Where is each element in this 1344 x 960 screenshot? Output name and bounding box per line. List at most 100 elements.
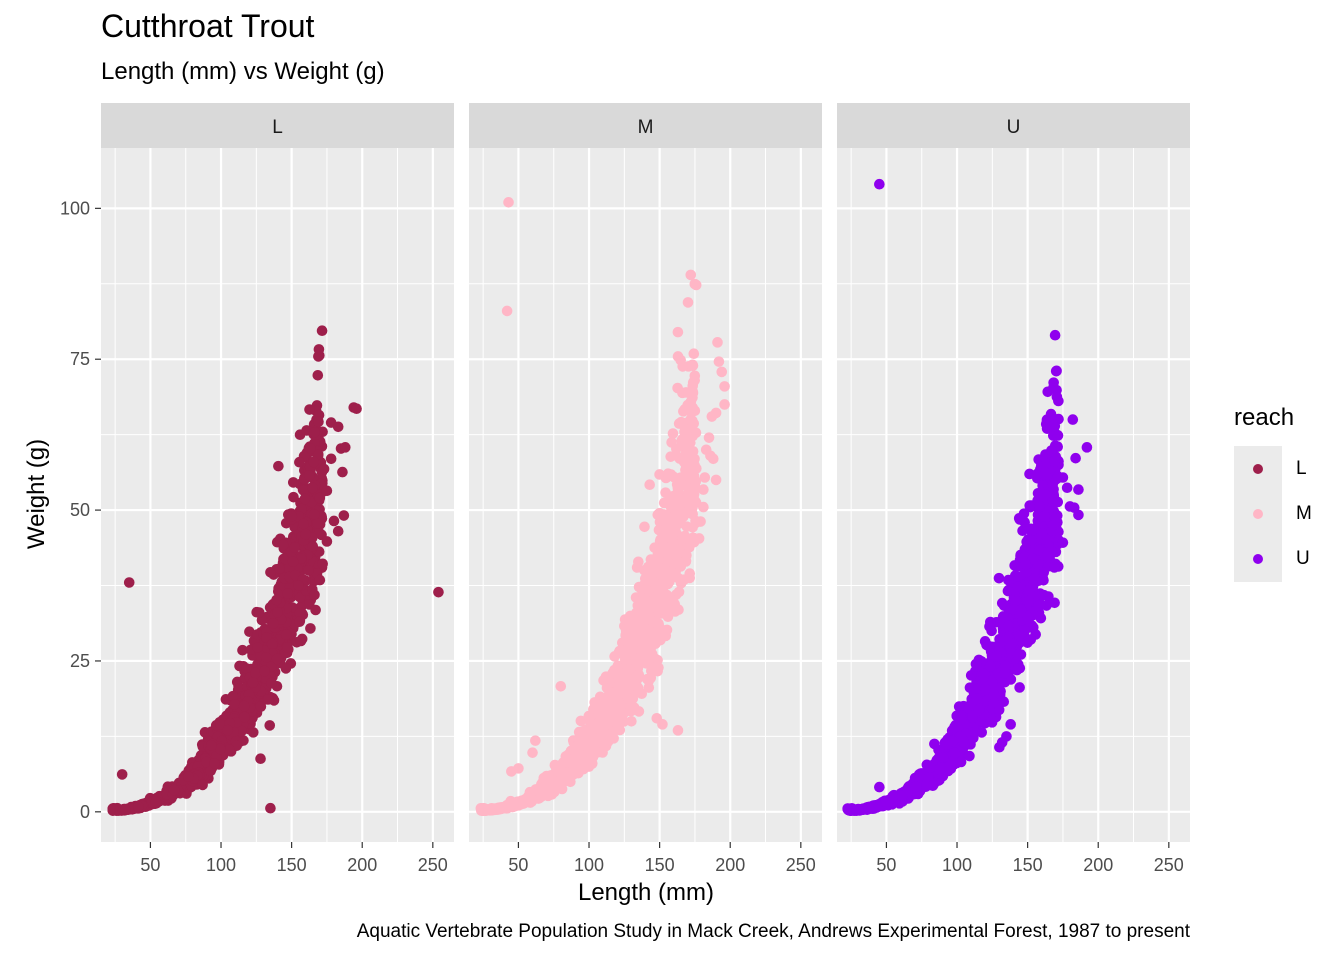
data-point [874, 178, 885, 190]
data-point [262, 694, 274, 705]
data-point [338, 510, 350, 521]
data-point [1057, 472, 1069, 483]
data-point [478, 805, 489, 816]
data-point [583, 761, 595, 772]
data-point [710, 474, 722, 486]
data-point [339, 442, 351, 453]
data-point [260, 652, 272, 663]
data-point [609, 664, 620, 676]
data-point [317, 558, 328, 570]
data-point [1006, 638, 1018, 649]
data-point [527, 747, 538, 758]
data-point [294, 456, 305, 468]
x-tick-label: 150 [1013, 855, 1043, 875]
data-point [272, 606, 283, 618]
data-point [682, 297, 694, 308]
data-point [238, 700, 250, 712]
data-point [887, 796, 898, 808]
data-point [575, 715, 587, 727]
x-tick-label: 100 [574, 855, 604, 875]
x-tick-label: 250 [418, 855, 448, 875]
data-point [337, 466, 348, 478]
data-point [227, 690, 239, 702]
data-point [556, 783, 568, 795]
data-point [209, 758, 220, 769]
data-point [874, 781, 885, 793]
data-point [719, 399, 730, 410]
data-point [653, 508, 664, 520]
data-point [200, 756, 212, 768]
data-point [332, 421, 344, 433]
data-point [517, 797, 529, 808]
data-point [978, 668, 990, 680]
facet-panel-l: L 50 100 150 200 250 [101, 103, 454, 875]
legend-key-u [1234, 538, 1282, 580]
facet-panel-u: U 50 100 150 200 250 [837, 103, 1190, 875]
data-point [237, 644, 248, 656]
data-point [623, 663, 635, 675]
x-tick-label: 50 [140, 855, 160, 875]
x-tick-label: 100 [206, 855, 236, 875]
data-point [852, 803, 864, 815]
data-point [250, 667, 261, 679]
data-point [197, 779, 208, 791]
data-point [1052, 430, 1064, 441]
data-point [685, 508, 697, 519]
data-point [1038, 589, 1050, 601]
data-point [309, 426, 320, 438]
x-axis-title: Length (mm) [578, 879, 714, 906]
data-point [988, 689, 1000, 700]
legend-key-m [1234, 493, 1282, 535]
data-point [247, 727, 259, 738]
data-point [304, 404, 315, 415]
data-point [264, 720, 276, 731]
data-point [650, 555, 661, 566]
data-point [621, 644, 632, 656]
data-point [574, 735, 586, 746]
data-point [929, 738, 940, 750]
data-point [864, 803, 876, 814]
data-point [1042, 386, 1054, 398]
facet-panel-m: M 50 100 150 200 250 [469, 103, 822, 875]
data-point [684, 499, 696, 511]
data-point [666, 594, 678, 606]
data-point [937, 752, 949, 764]
data-point [643, 682, 655, 693]
chart-subtitle: Length (mm) vs Weight (g) [101, 58, 385, 85]
data-point [661, 516, 672, 528]
data-point [644, 479, 655, 491]
data-point [927, 780, 939, 791]
data-point [673, 586, 685, 598]
data-point [971, 693, 983, 704]
data-point [587, 735, 599, 747]
data-point [1049, 597, 1060, 609]
data-point [547, 785, 559, 797]
data-point [967, 710, 978, 722]
data-point [1012, 663, 1024, 675]
data-point [601, 728, 612, 740]
data-point [707, 453, 719, 465]
data-point [280, 663, 292, 674]
data-point [1073, 484, 1084, 495]
data-point [965, 670, 977, 681]
data-point [1019, 551, 1031, 563]
data-point [1046, 445, 1057, 456]
data-point [910, 781, 922, 792]
data-point [698, 501, 709, 513]
data-point [1047, 479, 1059, 490]
x-tick-label: 50 [508, 855, 528, 875]
data-point [1032, 468, 1043, 480]
data-point [955, 756, 967, 768]
x-tick-label: 100 [942, 855, 972, 875]
data-point [308, 456, 320, 468]
data-point [1012, 649, 1024, 661]
data-point [307, 482, 318, 494]
data-point [1023, 585, 1035, 597]
data-point [979, 695, 991, 707]
legend-label-u: U [1296, 548, 1310, 569]
data-point [247, 677, 259, 689]
data-point [988, 697, 1000, 708]
data-point [252, 642, 263, 653]
y-tick-label: 50 [70, 500, 90, 520]
data-point [984, 621, 995, 632]
